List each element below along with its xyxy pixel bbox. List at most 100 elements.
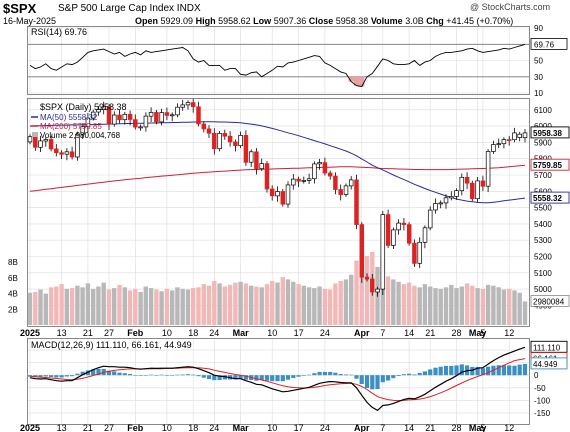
macd-histogram-bar bbox=[285, 375, 291, 380]
ma200-line bbox=[29, 164, 526, 192]
volume-bar bbox=[175, 287, 180, 325]
macd-histogram-bar bbox=[438, 366, 443, 376]
macd-histogram-bar bbox=[317, 371, 322, 376]
date-tick-label: Apr bbox=[354, 328, 370, 338]
rsi-last-value-box bbox=[530, 38, 568, 50]
volume-bar bbox=[327, 289, 333, 325]
rsi-tick-label: 10 bbox=[534, 89, 543, 98]
volume-bar bbox=[428, 286, 433, 325]
macd-histogram-bar bbox=[164, 375, 169, 376]
macd-histogram-bar bbox=[454, 365, 459, 376]
candle-body bbox=[312, 163, 317, 180]
candle-body bbox=[317, 162, 322, 165]
date-tick-label: 24 bbox=[209, 423, 219, 432]
candle-body bbox=[412, 242, 417, 264]
volume-bar bbox=[412, 285, 417, 325]
candle-body bbox=[354, 179, 359, 225]
volume-bar bbox=[285, 279, 291, 325]
date-tick-label: 28 bbox=[451, 328, 461, 338]
candle-body bbox=[201, 123, 207, 130]
date-tick-label: 12 bbox=[504, 423, 514, 432]
volume-bar bbox=[359, 265, 364, 325]
instrument-name: S&P 500 Large Cap Index bbox=[58, 3, 175, 14]
candle-body bbox=[506, 139, 512, 141]
rsi-tick-label: 90 bbox=[534, 24, 543, 33]
macd-histogram-bar bbox=[401, 374, 406, 376]
macd-signal-line bbox=[29, 358, 526, 402]
macd-histogram-bar bbox=[459, 364, 464, 376]
candle-body bbox=[169, 114, 175, 117]
date-tick-label: 17 bbox=[294, 328, 304, 338]
date-tick-label: 18 bbox=[188, 423, 198, 432]
date-tick-label: 28 bbox=[451, 423, 461, 432]
macd-histogram-bar bbox=[291, 375, 296, 378]
chart-date: 16-May-2025 bbox=[3, 16, 57, 26]
date-tick-label: 12 bbox=[504, 328, 514, 338]
macd-histogram-bar bbox=[154, 375, 159, 376]
volume-bar bbox=[406, 282, 412, 325]
macd-histogram-bar bbox=[301, 375, 306, 376]
candle-body bbox=[464, 176, 470, 184]
macd-histogram-bar bbox=[106, 370, 112, 376]
date-tick-label: Feb bbox=[127, 423, 144, 432]
candle-body bbox=[190, 102, 196, 108]
macd-histogram-bar bbox=[122, 373, 127, 376]
macd-histogram-bar bbox=[412, 374, 417, 376]
price-tick-label: 5100 bbox=[534, 269, 552, 278]
macd-histogram-bar bbox=[264, 375, 270, 381]
grid-lines bbox=[29, 27, 510, 424]
volume-bar bbox=[512, 290, 517, 325]
volume-bar bbox=[117, 284, 122, 325]
macd-histogram-bar bbox=[64, 375, 69, 377]
macd-histogram-bar bbox=[233, 375, 238, 380]
candle-body bbox=[338, 189, 343, 195]
price-tick-label: 5700 bbox=[534, 171, 552, 180]
macd-tick-label: -100 bbox=[534, 396, 551, 405]
macd-histogram-bar bbox=[522, 363, 528, 376]
date-tick-label: 24 bbox=[209, 328, 219, 338]
candle-body bbox=[380, 214, 386, 290]
volume-bar bbox=[306, 287, 312, 325]
candle-body bbox=[196, 106, 201, 125]
candle-body bbox=[454, 190, 459, 197]
candle-body bbox=[64, 151, 70, 155]
date-tick-label: Apr bbox=[354, 423, 370, 432]
macd-histogram-bar bbox=[138, 375, 143, 376]
macd-histogram-bar bbox=[38, 375, 43, 377]
candle-body bbox=[90, 111, 96, 119]
candle-body bbox=[343, 185, 349, 195]
ma50-legend: MA(50) 5558.32 bbox=[40, 113, 98, 122]
macd-histogram-bar bbox=[322, 371, 327, 376]
candle-body bbox=[259, 163, 264, 170]
volume-bar bbox=[301, 285, 306, 325]
macd-histogram-bar bbox=[312, 373, 317, 376]
volume-bar bbox=[233, 282, 238, 325]
candle-body bbox=[80, 126, 85, 135]
volume-bar bbox=[112, 288, 117, 325]
histogram-value-label: 44.949 bbox=[533, 360, 558, 369]
macd-histogram-bar bbox=[280, 375, 285, 382]
candle-body bbox=[475, 180, 480, 200]
candle-body bbox=[491, 144, 496, 152]
volume-label: Volume bbox=[370, 16, 403, 26]
volume-bar bbox=[485, 284, 491, 325]
volume-bar bbox=[354, 260, 359, 325]
volume-bar bbox=[317, 286, 322, 325]
date-tick-label: 13 bbox=[57, 328, 67, 338]
macd-histogram-bar bbox=[175, 374, 180, 376]
candle-body bbox=[406, 224, 412, 244]
macd-histogram-bar bbox=[443, 365, 449, 376]
volume-bar bbox=[291, 281, 296, 325]
date-axis: 2025 2025 13 13 21 21 27 27 Feb Feb 10 10 18 18 24 24 Ma… bbox=[20, 328, 514, 432]
macd-histogram-bar bbox=[91, 369, 96, 376]
volume-bar bbox=[69, 288, 75, 325]
low-label: Low bbox=[253, 16, 272, 26]
volume-bar bbox=[322, 288, 328, 325]
volume-bar bbox=[296, 284, 301, 325]
ma50-value-box bbox=[530, 191, 570, 204]
volume-bar bbox=[464, 283, 470, 325]
chart-symbol: $SPX bbox=[3, 1, 37, 16]
volume-bar bbox=[48, 287, 54, 325]
ma200-value-label: 5759.85 bbox=[533, 161, 562, 170]
